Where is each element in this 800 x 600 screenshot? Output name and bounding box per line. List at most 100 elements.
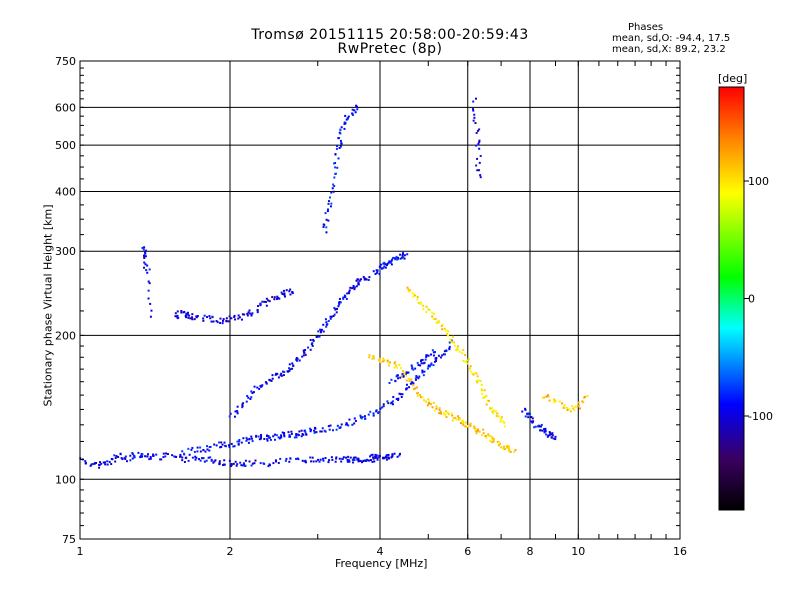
data-point	[478, 147, 481, 150]
data-point	[437, 320, 440, 323]
data-point	[458, 350, 461, 353]
data-point	[430, 403, 433, 406]
data-point	[241, 406, 244, 409]
data-point	[496, 412, 499, 415]
data-point	[529, 413, 532, 416]
data-point	[451, 335, 454, 338]
data-point	[376, 271, 379, 274]
data-point	[90, 463, 93, 466]
data-point	[283, 293, 286, 296]
data-point	[446, 411, 449, 414]
data-point	[348, 292, 351, 295]
data-point	[407, 290, 410, 293]
data-point	[372, 270, 375, 273]
data-point	[295, 436, 298, 439]
data-point	[547, 395, 550, 398]
data-point	[439, 410, 442, 413]
data-point	[348, 418, 351, 421]
data-point	[385, 454, 388, 457]
data-point	[399, 452, 402, 455]
data-point	[476, 428, 479, 431]
data-point	[146, 271, 149, 274]
data-point	[334, 172, 337, 175]
data-point	[346, 460, 349, 463]
data-point	[276, 295, 279, 298]
data-point	[303, 429, 306, 432]
data-point	[288, 460, 291, 463]
data-point	[141, 453, 144, 456]
data-point	[386, 456, 389, 459]
data-point	[290, 430, 293, 433]
data-point	[374, 272, 377, 275]
data-point	[187, 459, 190, 462]
data-point	[175, 456, 178, 459]
data-point	[218, 441, 221, 444]
data-point	[333, 162, 336, 165]
data-point	[331, 429, 334, 432]
data-point	[248, 312, 251, 315]
data-point	[215, 444, 218, 447]
data-point	[401, 254, 404, 257]
data-point	[179, 455, 182, 458]
data-point	[424, 400, 427, 403]
data-point	[477, 169, 480, 172]
data-point	[475, 144, 478, 147]
data-point	[372, 414, 375, 417]
data-point	[453, 344, 456, 347]
data-point	[113, 454, 116, 457]
data-point	[436, 321, 439, 324]
data-point	[325, 321, 328, 324]
data-point	[354, 286, 357, 289]
data-point	[394, 361, 397, 364]
data-point	[216, 321, 219, 324]
data-point	[254, 459, 257, 462]
data-point	[543, 428, 546, 431]
data-point	[114, 456, 117, 459]
data-point	[193, 450, 196, 453]
data-point	[524, 408, 527, 411]
data-point	[476, 381, 479, 384]
data-point	[250, 390, 253, 393]
data-point	[391, 258, 394, 261]
data-point	[202, 449, 205, 452]
data-point	[417, 301, 420, 304]
colorbar-label: [deg]	[718, 72, 747, 85]
data-point	[467, 357, 470, 360]
data-point	[241, 404, 244, 407]
data-point	[365, 459, 368, 462]
data-point	[372, 357, 375, 360]
data-point	[315, 460, 318, 463]
data-point	[269, 379, 272, 382]
data-point	[527, 416, 530, 419]
data-point	[365, 278, 368, 281]
data-point	[462, 421, 465, 424]
data-point	[385, 264, 388, 267]
data-point	[462, 423, 465, 426]
data-point	[473, 113, 476, 116]
data-point	[395, 397, 398, 400]
data-point	[195, 456, 198, 459]
data-point	[383, 265, 386, 268]
data-point	[166, 453, 169, 456]
data-point	[477, 379, 480, 382]
data-point	[360, 417, 363, 420]
data-point	[250, 314, 253, 317]
data-point	[210, 320, 213, 323]
data-point	[379, 361, 382, 364]
data-point	[497, 444, 500, 447]
data-point	[204, 450, 207, 453]
data-point	[352, 286, 355, 289]
data-point	[239, 461, 242, 464]
data-point	[359, 459, 362, 462]
data-point	[236, 405, 239, 408]
data-point	[89, 464, 92, 467]
data-point	[465, 421, 468, 424]
data-point	[492, 410, 495, 413]
data-point	[308, 427, 311, 430]
data-point	[139, 456, 142, 459]
data-point	[356, 278, 359, 281]
data-point	[372, 457, 375, 460]
data-point	[298, 359, 301, 362]
data-point	[412, 388, 415, 391]
data-point	[369, 410, 372, 413]
